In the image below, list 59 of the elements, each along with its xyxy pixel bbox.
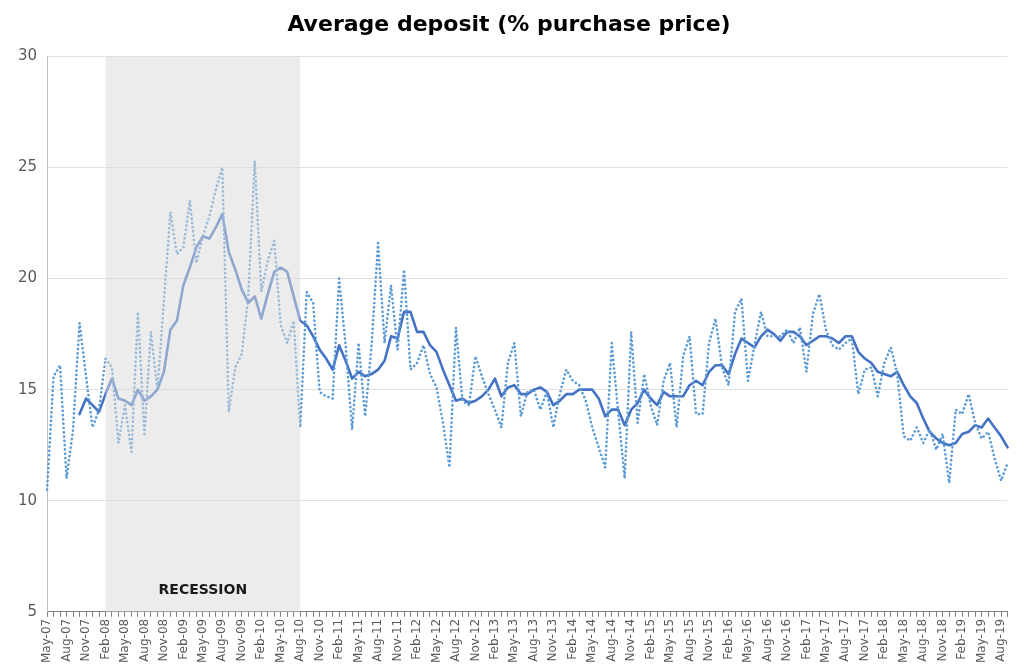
- y-tick-label: 20: [17, 268, 38, 287]
- x-tick-label: Aug-19: [993, 618, 1008, 662]
- x-tick-label: Nov-16: [779, 618, 794, 662]
- x-tick-label: Aug-09: [214, 618, 229, 662]
- x-tick-label: Nov-15: [701, 618, 716, 662]
- x-tick-label: Nov-09: [233, 618, 248, 662]
- x-tick-label: Aug-13: [525, 618, 540, 662]
- x-tick-label: Aug-16: [759, 618, 774, 662]
- chart-title: Average deposit (% purchase price): [287, 10, 731, 36]
- x-tick-label: May-08: [117, 618, 132, 664]
- x-tick-label: May-09: [194, 618, 209, 664]
- x-tick-label: May-12: [428, 618, 443, 664]
- x-tick-label: Feb-17: [798, 618, 813, 660]
- x-tick-label: Nov-12: [467, 618, 482, 662]
- x-tick-label: Feb-19: [954, 618, 969, 660]
- x-tick-label: Nov-08: [156, 618, 171, 662]
- x-tick-label: May-16: [740, 618, 755, 664]
- x-tick-label: Feb-14: [564, 618, 579, 660]
- x-tick-label: Aug-10: [292, 618, 307, 662]
- x-tick-label: Feb-12: [409, 618, 424, 660]
- y-tick-label: 30: [17, 46, 38, 65]
- x-tick-label: Aug-18: [915, 618, 930, 662]
- x-tick-label: May-13: [506, 618, 521, 664]
- x-tick-label: May-17: [818, 618, 833, 664]
- band-label: RECESSION: [158, 581, 248, 598]
- x-tick-label: May-07: [39, 618, 54, 664]
- x-tick-label: May-10: [272, 618, 287, 664]
- x-tick-label: Nov-18: [934, 618, 949, 662]
- y-tick-label: 10: [17, 490, 38, 509]
- y-tick-label: 25: [17, 157, 38, 176]
- x-tick-label: Aug-17: [837, 618, 852, 662]
- x-tick-label: May-18: [895, 618, 910, 664]
- x-tick-label: Feb-11: [331, 618, 346, 660]
- x-tick-label: Aug-08: [136, 618, 151, 662]
- x-tick-label: May-19: [973, 618, 988, 664]
- x-tick-label: Feb-15: [642, 618, 657, 660]
- x-tick-label: Feb-13: [487, 618, 502, 660]
- x-tick-label: Feb-08: [97, 618, 112, 660]
- x-tick-label: May-15: [662, 618, 677, 664]
- line-series: [45, 159, 1009, 491]
- y-tick-label: 5: [27, 601, 38, 620]
- x-tick-label: May-11: [350, 618, 365, 664]
- x-tick-label: Feb-16: [720, 618, 735, 660]
- x-tick-label: Aug-07: [58, 618, 73, 662]
- y-tick-label: 15: [17, 379, 38, 398]
- x-tick-label: Nov-07: [78, 618, 93, 662]
- x-tick-label: Nov-10: [311, 618, 326, 662]
- x-tick-label: Feb-18: [876, 618, 891, 660]
- x-tick-label: Nov-13: [545, 618, 560, 662]
- x-tick-label: Aug-15: [681, 618, 696, 662]
- x-tick-label: Nov-14: [623, 618, 638, 662]
- x-tick-label: Nov-11: [389, 618, 404, 662]
- x-tick-label: Aug-11: [370, 618, 385, 662]
- x-tick-label: Aug-14: [603, 618, 618, 662]
- x-tick-label: Feb-10: [253, 618, 268, 660]
- x-tick-label: May-14: [584, 618, 599, 664]
- x-tick-label: Nov-17: [856, 618, 871, 662]
- x-tick-label: Aug-12: [448, 618, 463, 662]
- x-tick-label: Feb-09: [175, 618, 190, 660]
